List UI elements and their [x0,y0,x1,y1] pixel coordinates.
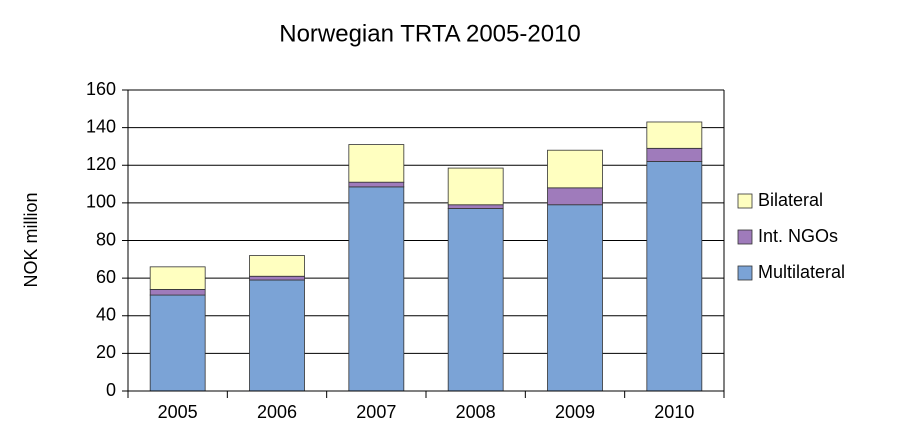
y-tick-label: 80 [96,229,116,249]
y-tick-label: 140 [86,116,116,136]
bar-segment [646,161,703,392]
bar-segment [348,186,405,392]
y-tick-label: 160 [86,79,116,99]
x-tick-label: 2005 [158,402,198,422]
bar-segment [547,149,603,189]
legend-label: Bilateral [758,190,823,210]
bar-segment [149,294,206,392]
legend-label: Multilateral [758,262,845,282]
bar-segment [646,147,703,162]
y-tick-label: 40 [96,305,116,325]
y-tick-label: 120 [86,154,116,174]
x-tick-label: 2007 [356,402,396,422]
y-tick-label: 100 [86,192,116,212]
bar-segment [447,167,504,206]
bar-segment [348,144,405,183]
bar-segment [447,204,504,209]
y-tick-label: 60 [96,267,116,287]
bar-segment [447,208,504,392]
bar-segment [149,266,206,290]
legend-swatch [737,265,753,281]
y-tick-label: 0 [106,380,116,400]
x-tick-label: 2006 [257,402,297,422]
legend-swatch [737,193,753,209]
bar-segment [547,187,603,206]
legend-swatch [737,229,753,245]
bar-segment [547,204,603,392]
chart-title: Norwegian TRTA 2005-2010 [279,20,581,47]
bar-segment [249,279,305,392]
legend-label: Int. NGOs [758,226,838,246]
bar-segment [249,275,305,281]
bar-segment [249,255,305,277]
x-tick-label: 2008 [456,402,496,422]
x-tick-label: 2010 [654,402,694,422]
bar-segment [149,289,206,296]
bar-segment [348,181,405,188]
y-axis-label: NOK million [21,192,41,287]
x-tick-label: 2009 [555,402,595,422]
bar-segment [646,121,703,149]
y-tick-label: 20 [96,342,116,362]
